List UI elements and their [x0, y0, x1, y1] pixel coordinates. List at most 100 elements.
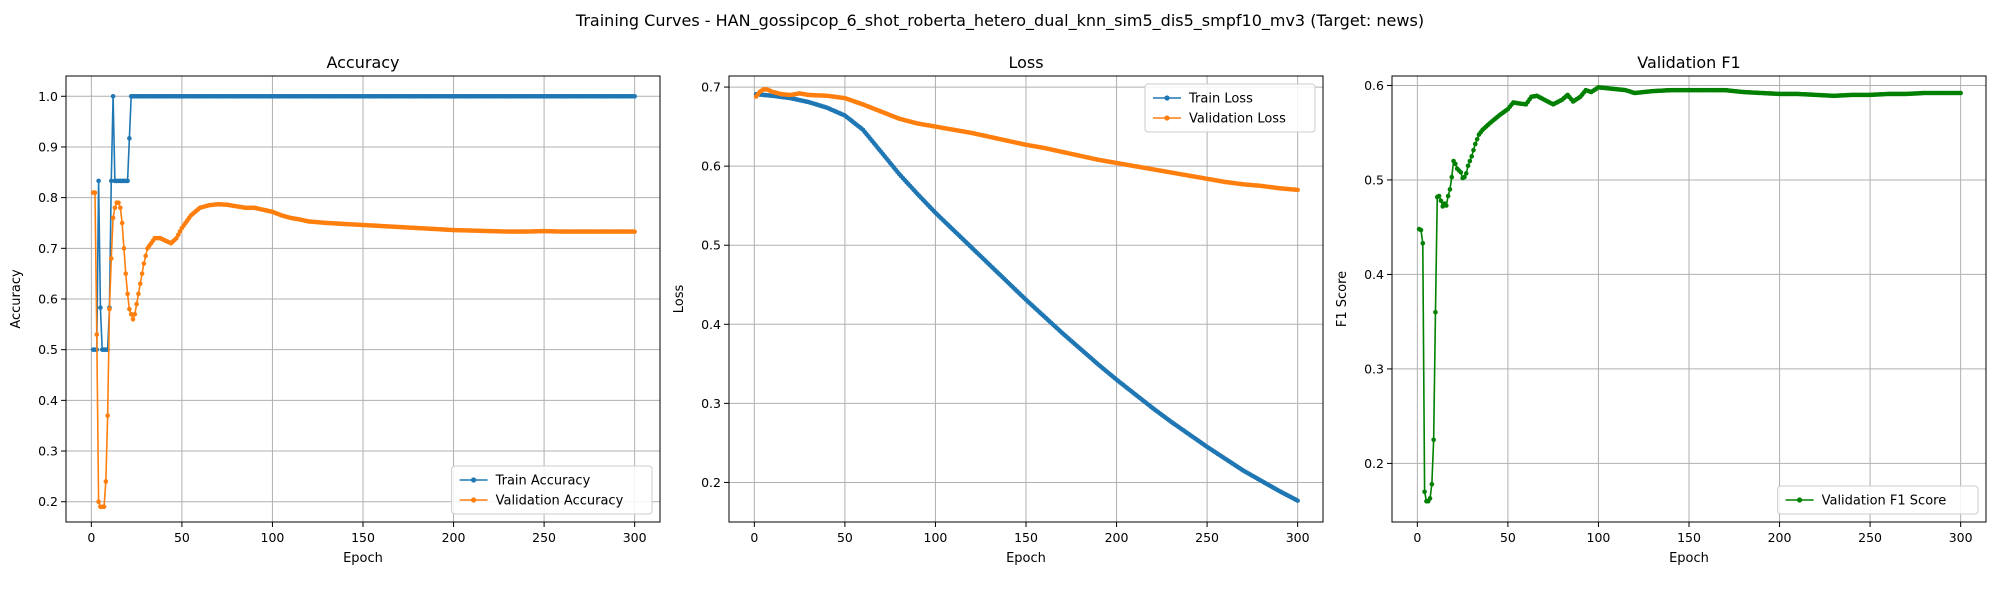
x-tick-label: 300	[1949, 530, 1973, 545]
y-tick-label: 0.8	[38, 190, 58, 205]
data-point	[1453, 161, 1458, 167]
x-axis-label: Epoch	[1669, 551, 1709, 566]
data-point	[632, 229, 637, 234]
data-point	[136, 291, 141, 297]
panel-title: Validation F1	[1637, 53, 1740, 72]
data-point	[632, 93, 637, 99]
x-axis-label: Epoch	[343, 551, 383, 566]
data-point	[110, 215, 116, 221]
data-point	[1447, 187, 1453, 192]
data-point	[1474, 137, 1480, 142]
x-tick-label: 50	[174, 530, 190, 545]
series-validation-accuracy	[90, 190, 637, 510]
legend-box	[1144, 83, 1316, 133]
data-point	[1295, 187, 1300, 193]
panel-accuracy: 0 50 100 150 200 250 300 0.2 0.3 0.4 0.5 0.6 0.7 0.8 0…	[9, 53, 661, 566]
axes-frame	[65, 75, 661, 523]
data-point	[132, 311, 138, 317]
panel-title: Loss	[1008, 53, 1043, 72]
data-point	[98, 305, 103, 310]
data-point	[137, 281, 143, 287]
data-point	[118, 205, 123, 211]
x-tick-label: 150	[1677, 530, 1701, 545]
y-tick-label: 0.3	[701, 396, 721, 411]
data-point	[96, 178, 101, 184]
y-tick-label: 0.7	[701, 80, 721, 95]
panel-loss: 0 50 100 150 200 250 300 0.2 0.3 0.4 0.5 0.6 0.7 Loss…	[672, 53, 1324, 566]
data-point	[108, 178, 114, 184]
legend: Train Accuracy Validation Accuracy	[451, 465, 653, 515]
series-line	[756, 93, 1299, 502]
x-tick-label: 200	[1105, 530, 1129, 545]
legend-label: Validation Accuracy	[496, 494, 624, 509]
panel-title: Accuracy	[326, 53, 399, 72]
data-point	[174, 235, 179, 241]
data-point	[107, 306, 112, 312]
legend: Validation F1 Score	[1777, 485, 1979, 515]
x-tick-label: 300	[623, 530, 647, 545]
data-point	[92, 190, 98, 195]
y-tick-label: 0.6	[701, 159, 721, 174]
y-tick-label: 0.4	[1364, 267, 1384, 282]
x-tick-label: 150	[1014, 530, 1038, 545]
legend-box	[451, 465, 653, 515]
data-point	[1958, 90, 1963, 96]
y-axis-label: Accuracy	[9, 269, 24, 329]
data-point	[123, 271, 129, 276]
data-point	[143, 253, 148, 259]
data-point	[110, 93, 116, 99]
panel-f1: 0 50 100 150 200 250 300 0.2 0.3 0.4 0.5 0.6 Validat…	[1335, 53, 1987, 566]
data-point	[128, 311, 134, 317]
data-point	[134, 301, 139, 307]
data-point	[1458, 170, 1464, 175]
legend-label: Train Loss	[1188, 92, 1253, 107]
data-point	[130, 316, 136, 322]
y-tick-label: 0.5	[38, 342, 58, 357]
data-point	[1462, 174, 1467, 180]
series-train-accuracy	[90, 93, 637, 352]
data-point	[1473, 141, 1478, 147]
data-point	[116, 200, 121, 205]
legend-label: Validation F1 Score	[1822, 494, 1947, 509]
data-point	[175, 232, 181, 238]
series-train-loss	[753, 91, 1300, 503]
data-point	[94, 332, 100, 337]
y-axis-label: F1 Score	[1335, 271, 1350, 327]
x-tick-label: 100	[261, 530, 285, 545]
data-point	[101, 504, 107, 510]
axes-frame	[728, 75, 1324, 523]
data-point	[127, 136, 132, 141]
data-point	[1429, 481, 1435, 487]
legend-marker	[471, 477, 477, 483]
data-point	[1433, 309, 1438, 315]
data-point	[177, 229, 183, 234]
x-tick-label: 100	[1587, 530, 1611, 545]
series-validation-f1-score	[1416, 85, 1963, 504]
y-tick-label: 0.2	[1364, 456, 1384, 471]
y-tick-label: 0.2	[38, 494, 58, 509]
data-point	[1471, 147, 1476, 153]
legend-box	[1777, 485, 1979, 515]
x-tick-label: 250	[532, 530, 556, 545]
y-tick-label: 0.6	[38, 292, 58, 307]
data-point	[103, 479, 109, 484]
series-validation-loss	[753, 87, 1300, 193]
legend: Train Loss Validation Loss	[1144, 83, 1316, 133]
data-point	[125, 178, 130, 184]
x-tick-label: 150	[351, 530, 375, 545]
data-point	[121, 246, 127, 251]
data-point	[108, 256, 114, 261]
data-point	[141, 261, 147, 266]
x-tick-label: 0	[750, 530, 758, 545]
series-line	[1418, 86, 1961, 503]
legend-marker	[1164, 95, 1170, 101]
x-tick-label: 200	[1768, 530, 1792, 545]
x-tick-label: 200	[442, 530, 466, 545]
legend-marker	[1797, 497, 1803, 503]
data-point	[1449, 174, 1455, 180]
x-tick-label: 300	[1286, 530, 1310, 545]
y-tick-label: 0.3	[1364, 361, 1384, 376]
data-point	[1463, 171, 1469, 176]
